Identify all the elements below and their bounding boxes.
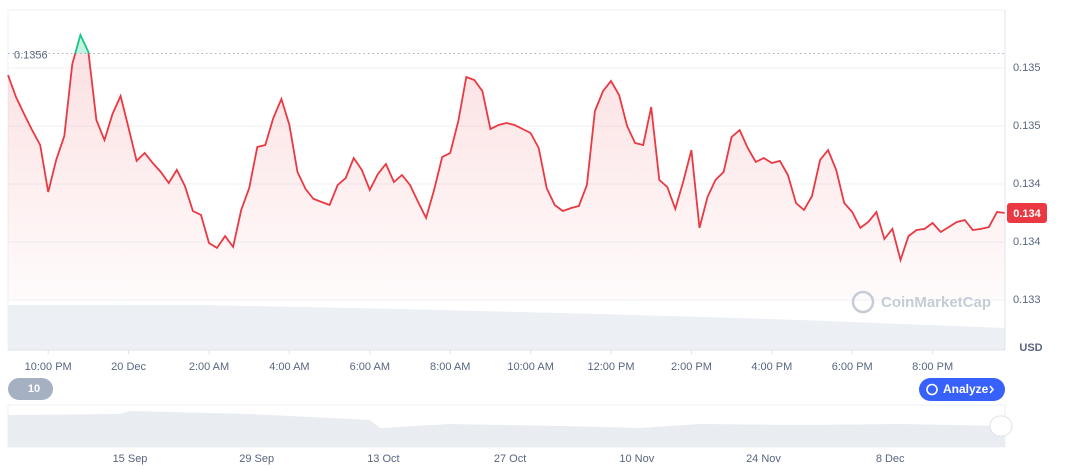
y-tick-label: 0.134 [1013,236,1041,248]
navigator-date: 15 Sep [113,453,148,465]
currency: USD [1019,342,1042,354]
button-text: Analyze [943,382,989,396]
x-tick-label: 12:00 PM [587,361,634,373]
x-tick-label: 4:00 PM [751,361,792,373]
navigator-dates: 15 Sep 29 Sep 13 Oct 27 Oct 10 Nov 24 Nov 8 De… [113,453,905,465]
y-tick-label: 0.135 [1013,120,1041,132]
badge-text: 10 [28,383,40,395]
badge-bg [8,378,53,400]
volume-area [8,305,1005,350]
watermark: CoinMarketCap [851,290,991,314]
navigator-date: 8 Dec [876,453,905,465]
navigator-date: 24 Nov [746,453,781,465]
button-icon [926,383,938,396]
x-tick-label: 6:00 AM [350,361,390,373]
price-area-above [75,34,89,54]
current-price-badge [1007,203,1047,223]
x-tick-label: 6:00 PM [832,361,873,373]
y-tick-label: 0.133 [1013,294,1041,306]
y-tick-label: 0.134 [1013,178,1041,190]
navigator-area [8,411,1005,447]
current-price-label: 0.134 [1013,208,1041,220]
x-tick-label: 8:00 AM [430,361,470,373]
range-badge[interactable]: 10 [8,378,53,400]
navigator-date: 29 Sep [239,453,274,465]
x-tick-label: 10:00 AM [507,361,553,373]
button-bg [919,378,1005,401]
x-tick-label: 2:00 PM [671,361,712,373]
navigator-date: 10 Nov [619,453,654,465]
navigator-date: 27 Oct [494,453,526,465]
x-tick-label: 2:00 AM [189,361,229,373]
y-tick-label: 0.135 [1013,62,1041,74]
x-tick-label: 4:00 AM [269,361,309,373]
navigator-date: 13 Oct [367,453,399,465]
reference-label: 0.1356 [14,49,48,61]
button-chevron [989,385,995,394]
x-tick-label: 8:00 PM [912,361,953,373]
x-tick-label: 20 Dec [111,361,146,373]
price-line [7,53,1006,264]
navigator-handle[interactable] [989,415,1013,437]
price-line-group: 0.1356 0.134 [7,32,1047,300]
price-area [8,53,1005,300]
watermark-text: CoinMarketCap [881,294,991,311]
x-tick-label: 10:00 PM [25,361,72,373]
analyze-button[interactable]: Analyze [919,378,1005,401]
navigator[interactable] [7,404,1013,448]
